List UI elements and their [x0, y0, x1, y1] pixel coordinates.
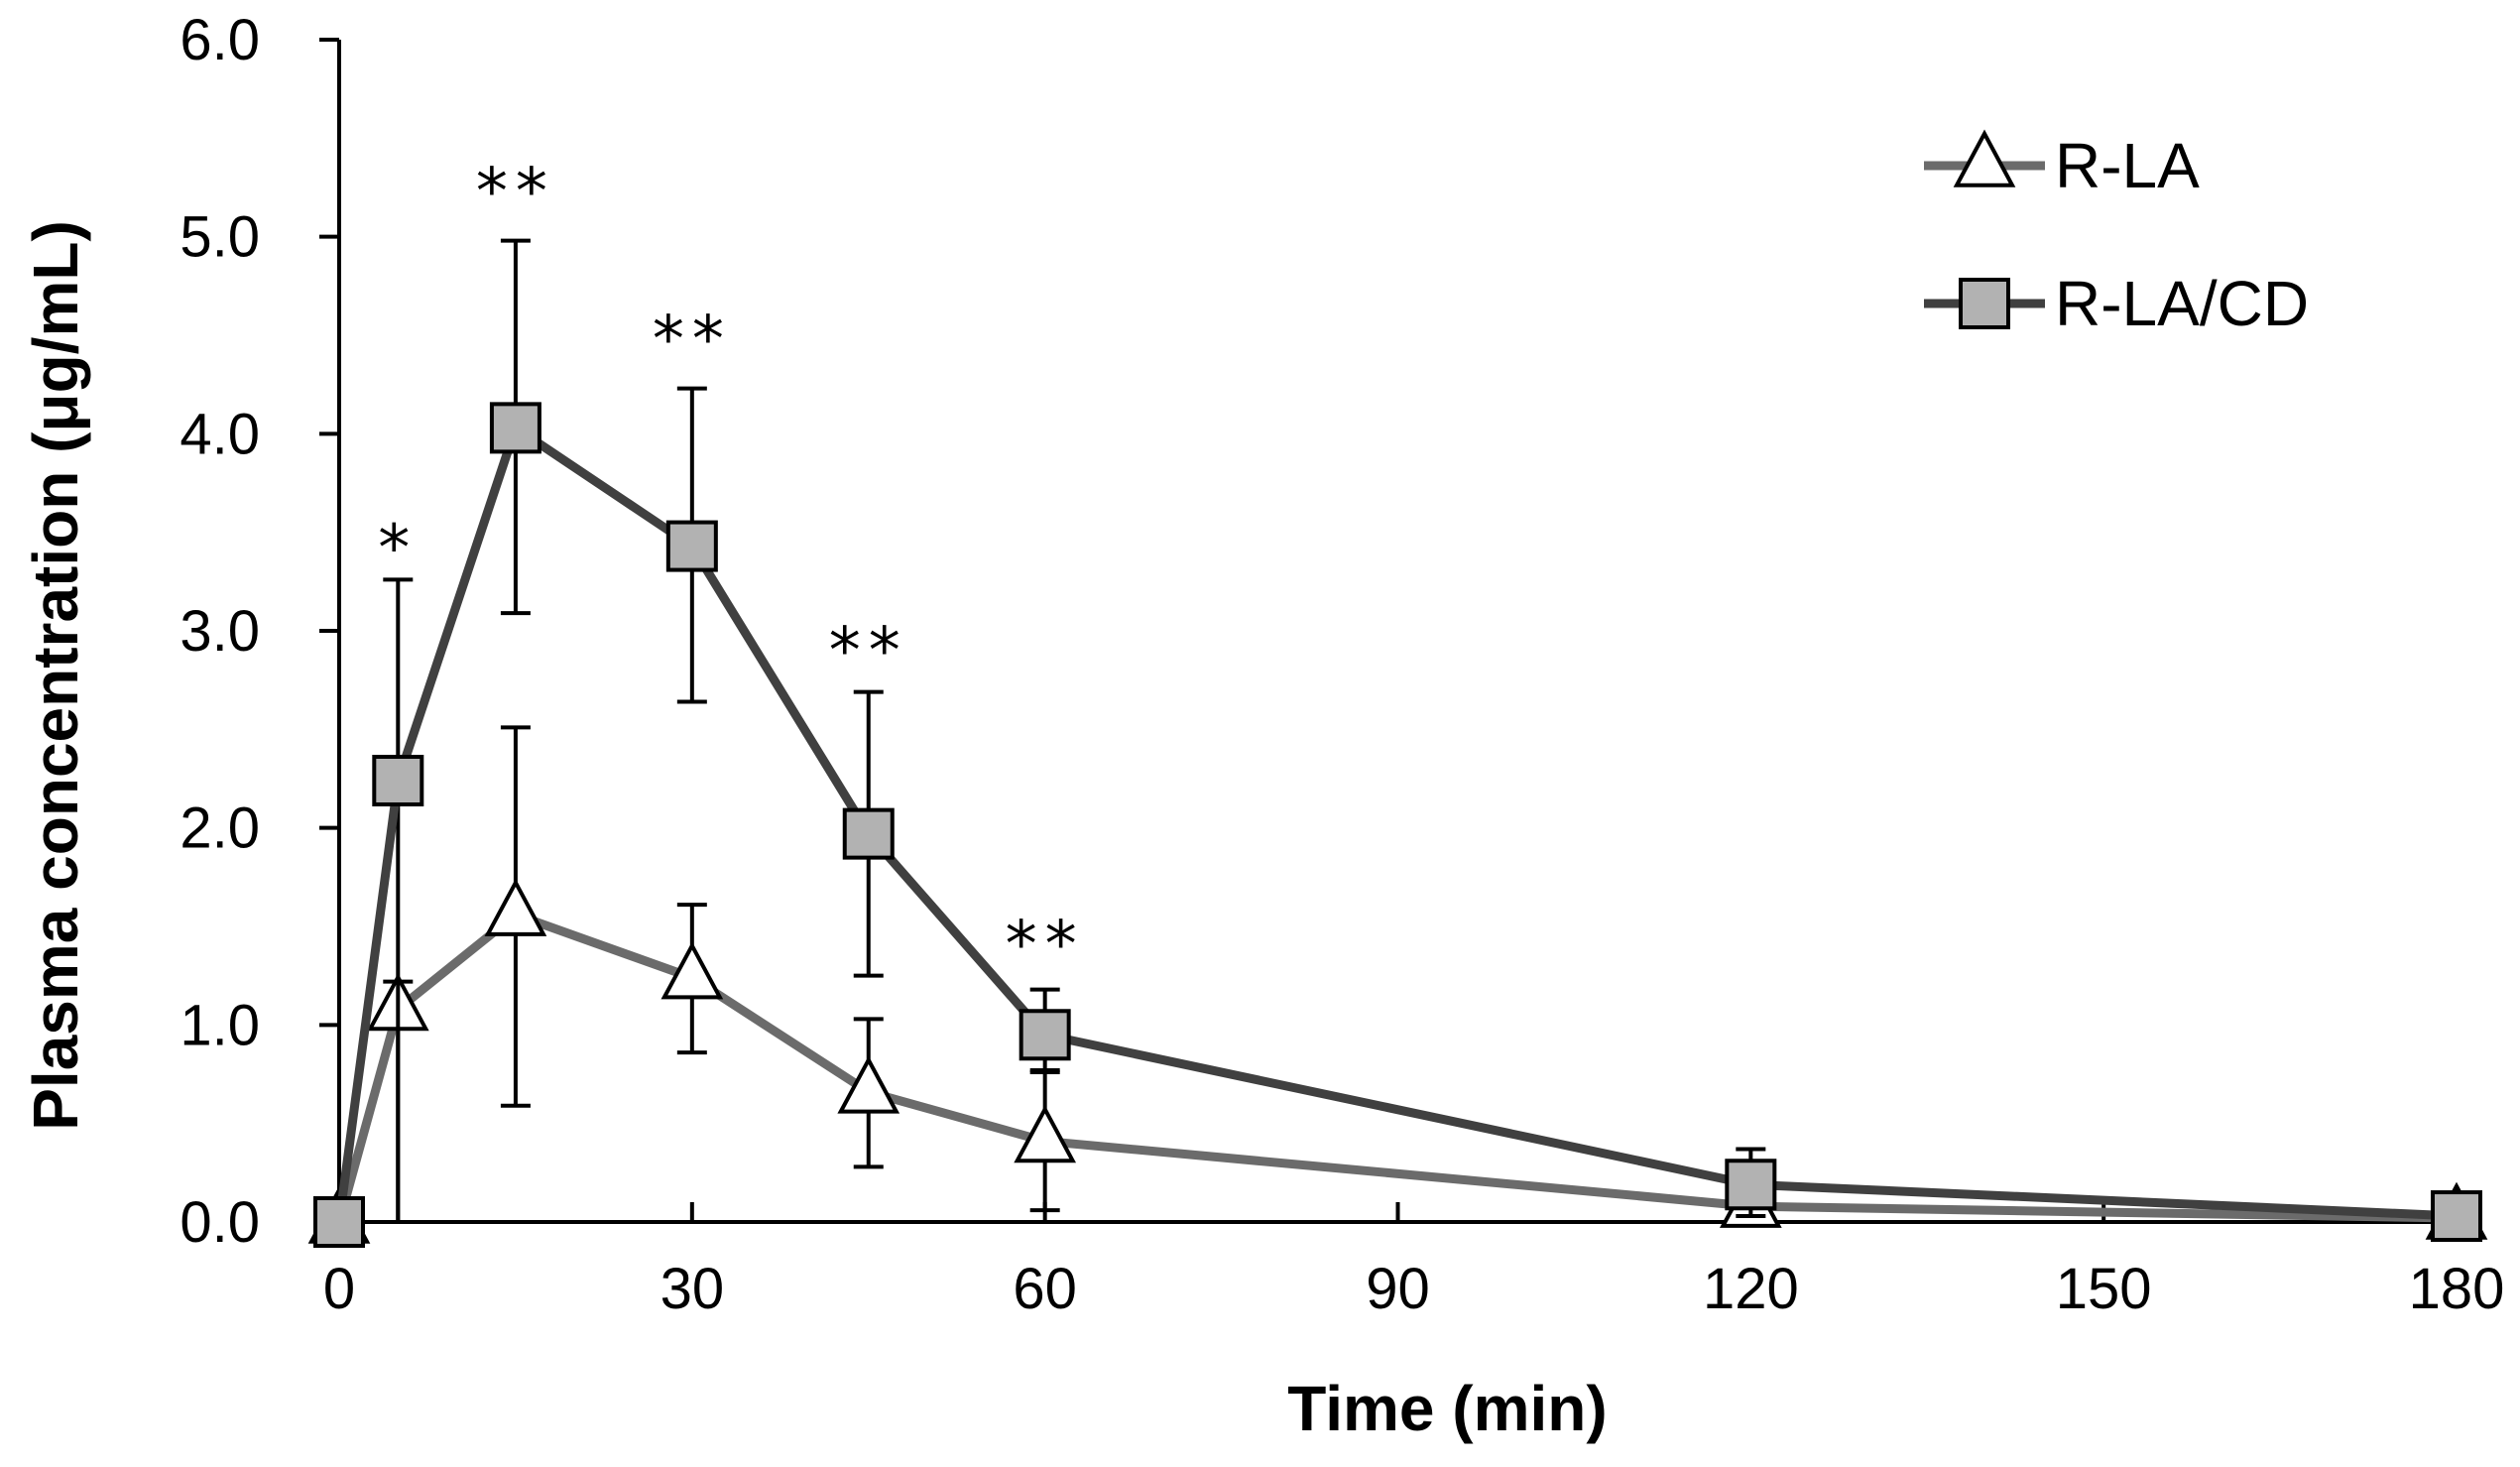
- data-point: [2431, 1190, 2482, 1243]
- y-tick-label: 6.0: [180, 8, 260, 72]
- series-r-la-cd: [313, 238, 2482, 1248]
- significance-marker: **: [1006, 909, 1085, 982]
- data-point: [313, 1196, 365, 1248]
- data-point: [1725, 1159, 1777, 1211]
- y-axis-ticks: 0.0 1.0 2.0 3.0 4.0 5.0 6.0: [180, 8, 339, 1255]
- legend: R-LA R-LA/CD: [1924, 129, 2309, 339]
- data-point: [484, 878, 547, 936]
- data-point: [660, 941, 724, 1000]
- data-point: [372, 754, 424, 806]
- data-point: [842, 807, 895, 860]
- legend-marker: [1959, 278, 2010, 329]
- y-tick-label: 3.0: [180, 599, 260, 664]
- legend-marker: [1953, 129, 2016, 187]
- data-point: [837, 1055, 900, 1114]
- data-point: [1019, 1009, 1071, 1061]
- data-point: [665, 520, 718, 572]
- y-tick-label: 1.0: [180, 993, 260, 1057]
- x-tick-label: 0: [323, 1257, 355, 1321]
- x-tick-label: 150: [2056, 1257, 2152, 1321]
- y-tick-label: 2.0: [180, 796, 260, 861]
- series-r-la: [307, 725, 2488, 1244]
- significance-marker: **: [476, 156, 555, 229]
- x-tick-label: 120: [1703, 1257, 1799, 1321]
- legend-label: R-LA/CD: [2055, 268, 2309, 339]
- data-point: [1014, 1105, 1077, 1163]
- significance-marker: **: [829, 615, 908, 688]
- x-axis-ticks: 0 30 60 90 120 150 180: [323, 1202, 2505, 1321]
- significance-annotations: *********: [378, 156, 1085, 982]
- significance-marker: **: [653, 304, 732, 377]
- data-point: [489, 402, 541, 454]
- y-tick-label: 5.0: [180, 205, 260, 270]
- x-tick-label: 180: [2409, 1257, 2505, 1321]
- axes: [337, 40, 2457, 1224]
- y-tick-label: 4.0: [180, 402, 260, 466]
- series-line: [334, 910, 2458, 1224]
- x-tick-label: 60: [1013, 1257, 1077, 1321]
- legend-label: R-LA: [2055, 130, 2200, 201]
- y-axis-title: Plasma concentration (μg/mL): [20, 220, 91, 1131]
- series-line: [334, 423, 2458, 1223]
- x-axis-title: Time (min): [1287, 1373, 1607, 1444]
- x-tick-label: 30: [660, 1257, 725, 1321]
- series-layer: [307, 238, 2488, 1248]
- y-tick-label: 0.0: [180, 1190, 260, 1255]
- significance-marker: *: [378, 513, 418, 586]
- x-tick-label: 90: [1366, 1257, 1430, 1321]
